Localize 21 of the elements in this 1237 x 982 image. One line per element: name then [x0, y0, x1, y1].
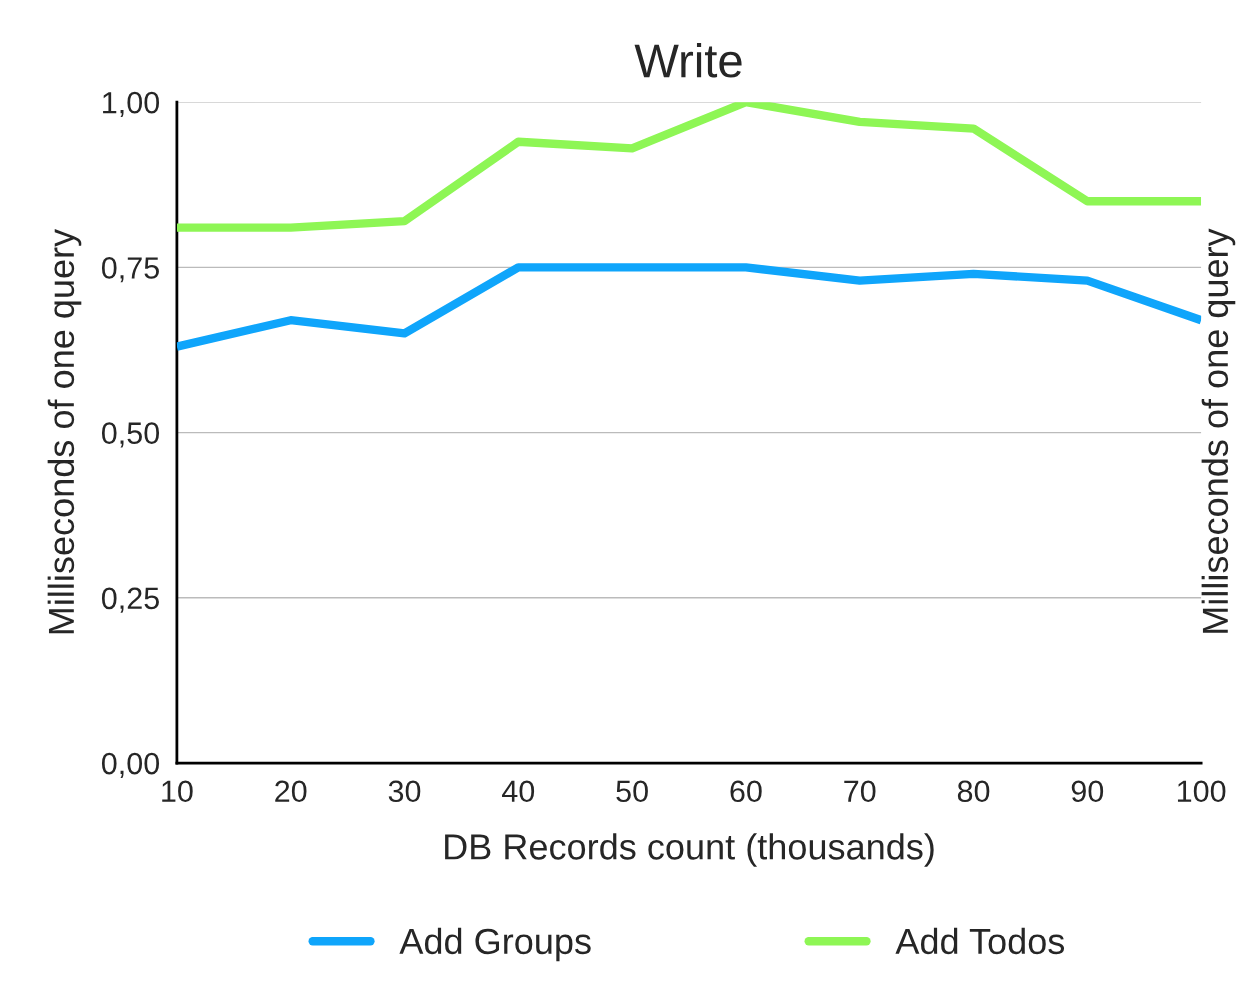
x-tick-label: 100	[1177, 780, 1226, 803]
x-tick-label: 20	[275, 780, 307, 803]
x-tick-label: 10	[162, 780, 193, 803]
x-axis-title: DB Records count (thousands)	[445, 833, 934, 867]
y-tick-label: 0,25	[101, 587, 159, 613]
y-axis-title: Milliseconds of one query	[47, 228, 82, 634]
y-tick-label: 0,00	[101, 752, 160, 778]
x-tick-label: 60	[730, 780, 762, 803]
x-tick-label: 40	[502, 780, 535, 803]
legend-label: Add Todos	[895, 927, 1065, 955]
legend-label: Add Groups	[399, 927, 591, 962]
x-tick-label: 70	[844, 780, 876, 803]
x-tick-label: 80	[957, 780, 990, 803]
x-tick-label: 90	[1071, 780, 1104, 803]
chart-title: Write	[634, 42, 742, 78]
y-tick-label: 0,75	[101, 257, 159, 283]
x-tick-label: 30	[388, 780, 421, 803]
y-tick-label: 0,50	[101, 422, 160, 448]
y2-axis-title: Milliseconds of one query	[1201, 228, 1236, 633]
y-tick-label: 1,00	[103, 91, 160, 118]
x-tick-label: 50	[616, 780, 648, 803]
